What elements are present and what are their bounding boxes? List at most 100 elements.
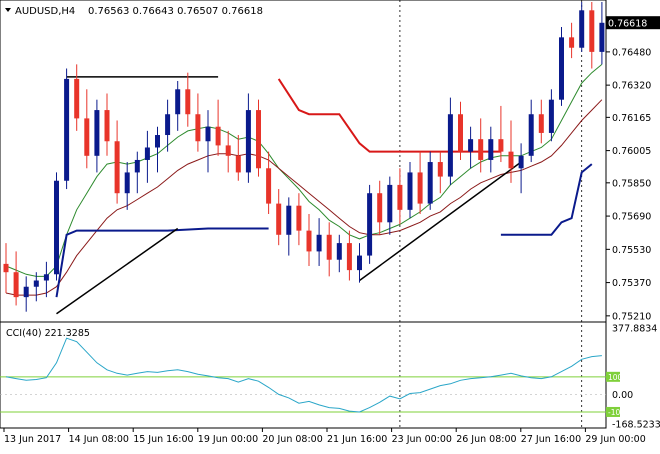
candle[interactable] [296,193,302,246]
candle[interactable] [185,72,191,127]
candle[interactable] [468,126,474,169]
candle[interactable] [538,99,544,144]
candle-body [215,126,221,146]
candle[interactable] [357,243,362,283]
candle[interactable] [134,151,140,194]
cci-level-label: -100 [608,408,625,417]
candle[interactable] [104,93,110,156]
candle[interactable] [256,99,261,177]
candle[interactable] [458,101,463,160]
candle[interactable] [94,99,100,173]
candle[interactable] [225,130,231,173]
candle-body [43,274,49,281]
candle[interactable] [54,172,59,281]
candle-body [114,141,120,194]
candle[interactable] [508,120,514,183]
candle[interactable] [437,151,443,194]
candle[interactable] [478,118,484,173]
candle-body [74,78,80,119]
candle-body [205,126,211,142]
trendline[interactable] [56,227,179,315]
candle[interactable] [43,261,49,298]
symbol-label: AUDUSD,H4 [15,6,75,17]
candle-body [185,89,191,115]
candle[interactable] [64,68,70,190]
candle[interactable] [528,99,534,163]
candle[interactable] [84,89,90,169]
ma-slow-line [5,99,603,296]
candle[interactable] [336,234,342,273]
candle[interactable] [316,218,322,266]
candle[interactable] [276,189,282,246]
candle[interactable] [23,276,29,312]
candle-body [256,110,261,169]
candle-body [589,10,595,52]
candle-body [417,172,423,204]
candle[interactable] [447,97,453,185]
candle[interactable] [498,105,504,163]
time-tick-label: 29 Jun 00:00 [585,434,645,445]
candle[interactable] [286,197,292,256]
candle[interactable] [235,135,241,181]
candle[interactable] [33,272,39,302]
candle-body [478,139,484,160]
price-tick-label: 0.75690 [612,212,651,223]
candle-body [357,255,362,271]
time-tick-label: 27 Jun 16:00 [521,434,581,445]
candle-body [94,110,100,156]
ma-fast-line [5,64,603,277]
candle[interactable] [124,162,130,210]
candle[interactable] [165,99,171,152]
candle-body [346,243,352,271]
candle-body [377,193,383,223]
candle[interactable] [367,184,373,264]
candle-body [437,162,443,177]
price-tick-label: 0.75530 [612,245,651,256]
candle-body [538,114,544,133]
candle[interactable] [599,2,605,65]
time-tick-label: 26 Jun 08:00 [456,434,516,445]
price-axis: 0.76480 0.76320 0.76165 0.76005 0.75850 0.756… [606,47,660,431]
candle-body [54,180,59,275]
candle[interactable] [548,89,554,142]
candle[interactable] [266,151,272,214]
price-tick-label: 0.76165 [612,113,651,124]
candle[interactable] [569,22,575,59]
candle-body [407,172,413,210]
candle[interactable] [144,130,150,183]
candle[interactable] [387,176,393,235]
candle[interactable] [417,151,423,214]
candle[interactable] [74,64,80,131]
trendline[interactable] [359,161,522,282]
candle[interactable] [579,2,585,52]
candle[interactable] [346,230,352,281]
candle[interactable] [215,99,221,156]
candle[interactable] [377,180,383,235]
candle-body [64,78,70,181]
candle[interactable] [518,143,524,194]
candle[interactable] [155,126,160,173]
candle-body [579,10,585,48]
candle[interactable] [195,93,201,152]
candle[interactable] [427,151,433,210]
candle-body [266,168,272,204]
candle[interactable] [559,26,564,106]
candle[interactable] [306,214,312,266]
candle[interactable] [175,80,181,131]
candle[interactable] [3,243,9,293]
candle[interactable] [589,2,595,69]
candle[interactable] [205,110,211,173]
candle[interactable] [13,251,19,306]
candle-body [23,286,29,298]
candle[interactable] [397,168,403,225]
candle[interactable] [114,120,120,204]
candle[interactable] [326,222,332,277]
candle[interactable] [488,126,494,173]
dropdown-triangle-icon[interactable] [5,8,11,12]
vertical-markers [399,0,583,428]
candle[interactable] [407,162,413,219]
candle[interactable] [245,93,251,183]
candle-body [447,114,453,177]
